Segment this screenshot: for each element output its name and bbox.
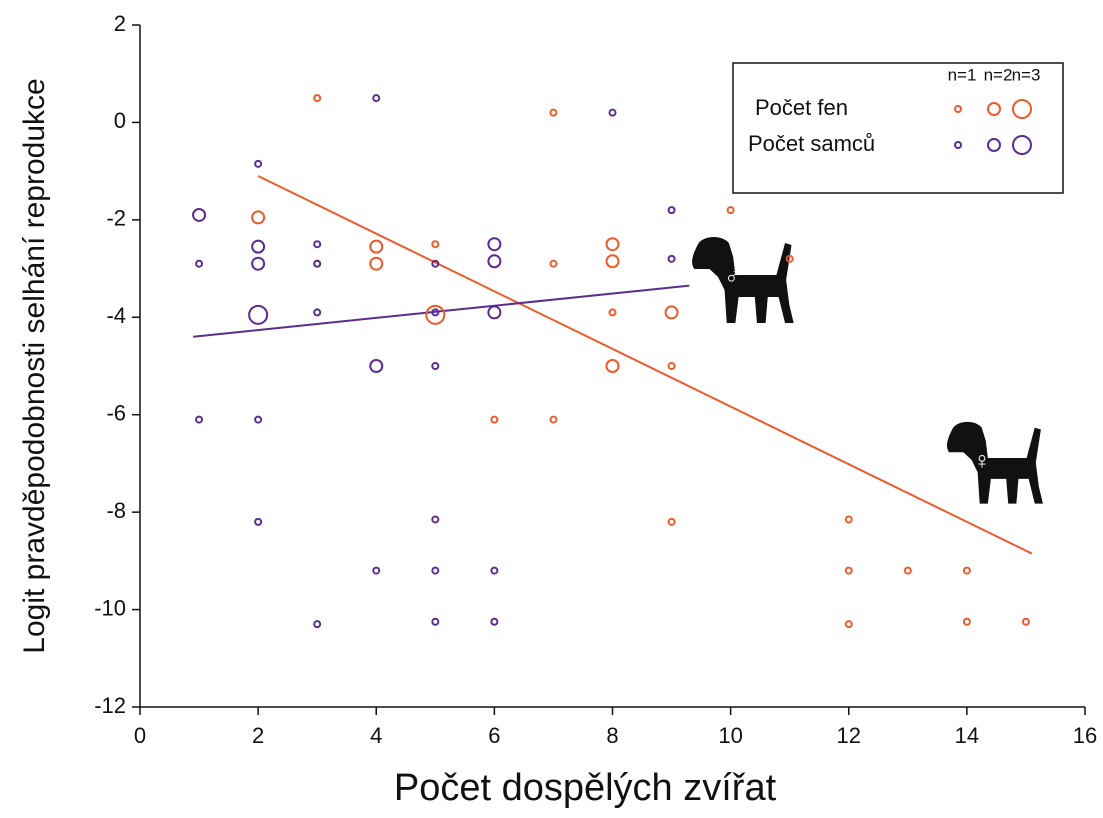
- data-point: [314, 241, 320, 247]
- data-point: [370, 360, 382, 372]
- data-point: [314, 309, 320, 315]
- data-point: [432, 516, 438, 522]
- data-point: [607, 238, 619, 250]
- x-tick-label: 16: [1073, 723, 1097, 748]
- legend-marker: [1013, 136, 1031, 154]
- y-tick-label: -6: [106, 401, 126, 426]
- data-point: [607, 255, 619, 267]
- data-point: [846, 516, 852, 522]
- data-point: [432, 619, 438, 625]
- legend-marker: [1013, 100, 1031, 118]
- y-tick-label: -10: [94, 595, 126, 620]
- data-point: [488, 255, 500, 267]
- male-symbol: ♂: [724, 263, 742, 290]
- y-tick-label: -8: [106, 498, 126, 523]
- data-point: [196, 261, 202, 267]
- x-tick-label: 0: [134, 723, 146, 748]
- fit-line: [258, 176, 1032, 554]
- y-axis-title: Logit pravděpodobnosti selhání reprodukc…: [18, 78, 51, 653]
- female-symbol: ♀: [973, 447, 991, 474]
- legend-marker: [988, 139, 1000, 151]
- chart: ♂ ♀ Počet dospělých zvířat Logit pravděp…: [0, 0, 1103, 818]
- data-point: [249, 306, 267, 324]
- data-point: [666, 306, 678, 318]
- legend-marker: [955, 106, 961, 112]
- x-tick-label: 2: [252, 723, 264, 748]
- data-point: [314, 95, 320, 101]
- y-tick-label: -4: [106, 303, 126, 328]
- data-point: [607, 360, 619, 372]
- data-point: [669, 363, 675, 369]
- x-axis-title: Počet dospělých zvířat: [394, 767, 777, 809]
- data-point: [550, 417, 556, 423]
- data-point: [964, 619, 970, 625]
- data-point: [964, 568, 970, 574]
- data-point: [373, 568, 379, 574]
- data-point: [432, 568, 438, 574]
- data-point: [610, 110, 616, 116]
- data-point: [610, 309, 616, 315]
- data-point: [669, 256, 675, 262]
- data-point: [252, 211, 264, 223]
- y-tick-label: 2: [114, 11, 126, 36]
- data-point: [432, 241, 438, 247]
- data-point: [669, 519, 675, 525]
- x-tick-label: 8: [606, 723, 618, 748]
- data-point: [196, 417, 202, 423]
- data-point: [488, 306, 500, 318]
- data-point: [905, 568, 911, 574]
- data-point: [370, 241, 382, 253]
- data-point: [846, 621, 852, 627]
- data-point: [370, 258, 382, 270]
- legend-marker: [955, 142, 961, 148]
- data-point: [846, 568, 852, 574]
- y-tick-label: 0: [114, 108, 126, 133]
- data-point: [491, 568, 497, 574]
- data-point: [432, 261, 438, 267]
- data-point: [491, 619, 497, 625]
- data-point: [787, 256, 793, 262]
- data-point: [193, 209, 205, 221]
- data-point: [488, 238, 500, 250]
- data-point: [252, 258, 264, 270]
- data-point: [255, 519, 261, 525]
- dog-icon: [947, 422, 1043, 504]
- data-point: [373, 95, 379, 101]
- y-tick-label: -2: [106, 206, 126, 231]
- x-tick-label: 6: [488, 723, 500, 748]
- legend-size-label: n=1: [948, 65, 977, 84]
- legend-size-label: n=2: [984, 65, 1013, 84]
- data-point: [550, 110, 556, 116]
- data-point: [314, 261, 320, 267]
- data-point: [669, 207, 675, 213]
- data-point: [255, 417, 261, 423]
- legend-label: Počet fen: [755, 95, 848, 120]
- data-point: [314, 621, 320, 627]
- page: {"chart_data": { "type": "scatter", "x_l…: [0, 0, 1103, 818]
- data-point: [255, 161, 261, 167]
- data-point: [252, 241, 264, 253]
- data-point: [550, 261, 556, 267]
- data-point: [491, 417, 497, 423]
- x-tick-label: 12: [837, 723, 861, 748]
- legend-marker: [988, 103, 1000, 115]
- legend-size-label: n=3: [1012, 65, 1041, 84]
- x-tick-label: 10: [718, 723, 742, 748]
- y-tick-label: -12: [94, 693, 126, 718]
- data-point: [432, 363, 438, 369]
- data-point: [728, 207, 734, 213]
- x-tick-label: 14: [955, 723, 979, 748]
- x-tick-label: 4: [370, 723, 382, 748]
- dog-icon: [692, 237, 794, 323]
- data-point: [1023, 619, 1029, 625]
- legend-label: Počet samců: [748, 131, 875, 156]
